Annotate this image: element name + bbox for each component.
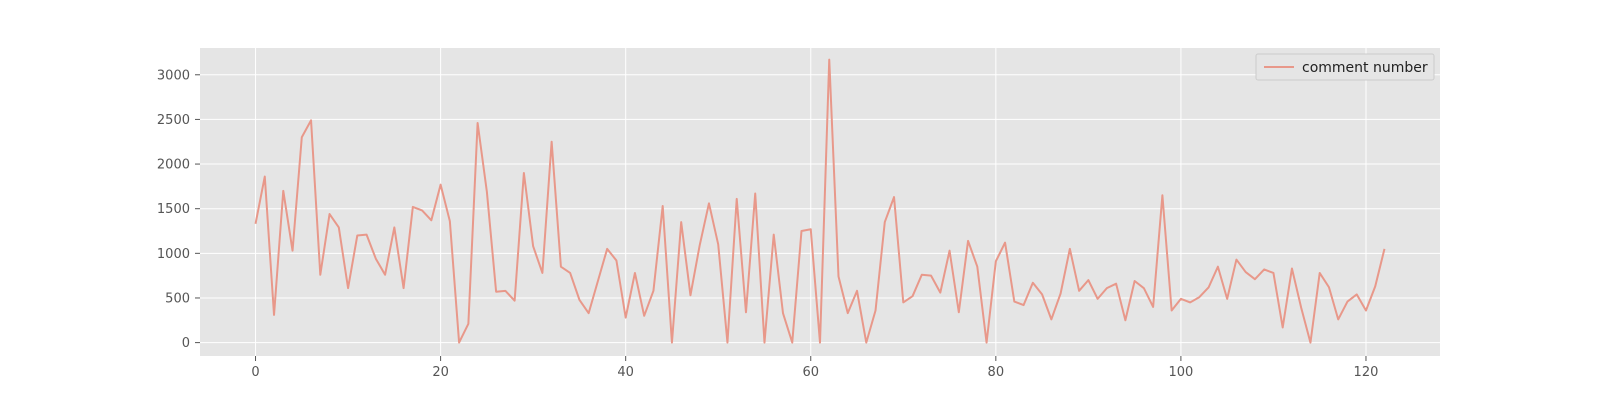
plot-area [200,48,1440,356]
legend: comment number [1255,53,1435,81]
grid [200,48,1440,356]
x-tick-label: 100 [1168,365,1193,380]
x-tick-label: 80 [988,365,1005,380]
series-layer [254,58,1386,344]
y-tick-label: 2000 [157,158,190,173]
x-tick-label: 40 [617,365,634,380]
y-tick-label: 3000 [157,68,190,83]
x-tick-label: 120 [1354,365,1379,380]
y-tick-label: 500 [165,291,190,306]
legend-box [1255,53,1435,81]
y-tick-label: 2500 [157,113,190,128]
x-tick-label: 60 [802,365,819,380]
legend-label: comment number [1302,60,1428,76]
series-line [254,58,1386,344]
x-tick-label: 0 [251,365,259,380]
axis-ticks: 0 20 40 60 80 100 120 0 500 1000 1500 2000 2500 3000 [157,68,1378,380]
y-tick-label: 1000 [157,247,190,262]
y-tick-label: 1500 [157,202,190,217]
x-tick-label: 20 [432,365,449,380]
y-tick-label: 0 [182,336,190,351]
